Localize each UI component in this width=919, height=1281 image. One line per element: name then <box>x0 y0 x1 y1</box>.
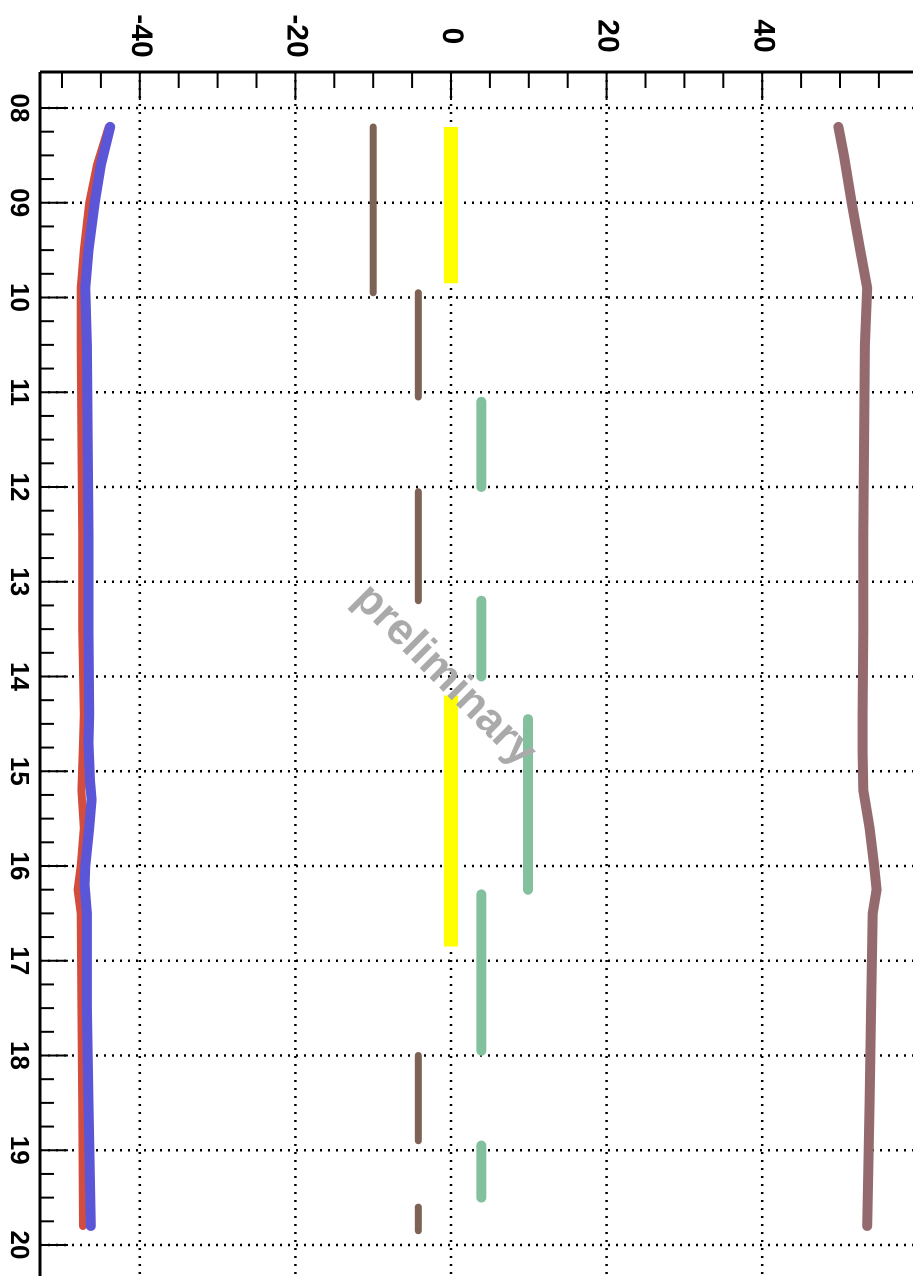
time-tick-label: 09 <box>5 188 35 217</box>
grid-layer <box>40 72 913 1276</box>
label-layer: -40 -20 0 20 40 08 09 10 11 12 13 14 15 16 17 18 19 20 <box>5 14 780 1259</box>
series-line <box>833 121 882 1231</box>
time-tick-label: 20 <box>5 1231 35 1260</box>
time-tick-label: 15 <box>5 757 35 786</box>
value-tick-label: 40 <box>747 19 780 52</box>
value-tick-label: -40 <box>125 14 158 57</box>
value-tick-label: 0 <box>436 28 469 45</box>
frame-layer <box>38 70 913 1276</box>
value-tick-label: -20 <box>280 14 313 57</box>
time-tick-label: 11 <box>5 379 35 407</box>
series-line <box>79 121 116 1231</box>
time-tick-label: 13 <box>5 567 35 596</box>
value-tick-label: 20 <box>592 19 625 52</box>
time-tick-label: 18 <box>5 1041 35 1070</box>
time-tick-label: 12 <box>5 473 35 502</box>
time-tick-label: 19 <box>5 1136 35 1165</box>
time-tick-label: 16 <box>5 852 35 881</box>
time-tick-label: 08 <box>5 94 35 123</box>
time-tick-label: 10 <box>5 283 35 312</box>
time-tick-label: 14 <box>5 662 35 691</box>
time-tick-label: 17 <box>5 946 35 975</box>
series-layer <box>73 121 882 1235</box>
